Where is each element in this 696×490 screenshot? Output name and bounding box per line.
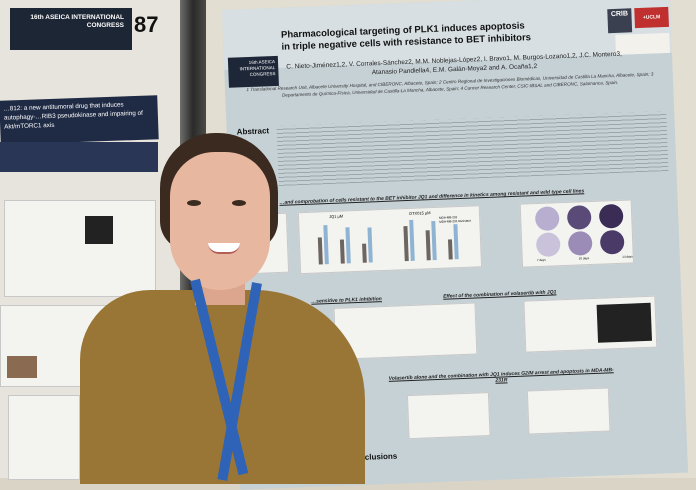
bar — [317, 237, 323, 265]
day-label: 14 days — [622, 254, 633, 259]
right-eye — [232, 200, 246, 206]
bar — [367, 227, 373, 263]
apoptosis-chart — [526, 387, 611, 435]
congress-banner: 16th ASEICA INTERNATIONAL CONGRESS — [10, 8, 132, 50]
smile — [208, 243, 240, 254]
left-poster-authors — [0, 142, 158, 172]
bar — [409, 220, 415, 261]
day-label: 7 days — [536, 257, 546, 263]
mtt-chart-figure: JQ1 µM OTX015 µM MDA-MB-231 MDA-MB-231 R… — [297, 205, 483, 275]
bar — [453, 224, 459, 260]
bar — [425, 230, 431, 261]
left-figure — [8, 395, 80, 480]
poster-number: 87 — [134, 12, 159, 37]
cell-cycle-chart — [406, 392, 491, 440]
bar — [362, 243, 367, 263]
micrograph-image — [7, 356, 37, 378]
bar — [403, 226, 409, 262]
uclm-logo: +UCLM — [634, 6, 669, 29]
colony-well — [534, 206, 560, 232]
blot-image — [85, 216, 113, 244]
section-heading-2-left: …sensitive to PLK1 inhibition — [311, 296, 382, 305]
bar — [431, 220, 437, 261]
bar — [345, 227, 351, 264]
chart2-title: OTX015 µM — [408, 210, 431, 216]
colony-well — [598, 203, 624, 229]
left-poster-title: …812: a new antitumoral drug that induce… — [0, 95, 159, 145]
left-figure — [4, 200, 156, 297]
person-face — [170, 152, 270, 290]
colony-figure: 7 days 10 days 14 days — [519, 199, 635, 268]
colony-well — [599, 229, 625, 255]
combination-figure-b — [523, 295, 658, 353]
section-heading-2-right: Effect of the combination of volasertib … — [443, 289, 557, 300]
abstract-heading: Abstract — [236, 126, 270, 137]
bar — [447, 239, 453, 260]
combination-figure — [333, 302, 478, 360]
section-heading-3: Volasertib alone and the combination wit… — [388, 367, 614, 384]
crib-logo: CRIB — [607, 8, 633, 34]
abstract-text — [276, 111, 669, 186]
colony-well — [535, 232, 561, 258]
left-eye — [187, 200, 201, 206]
day-label: 10 days — [578, 256, 590, 261]
congress-badge: 16th ASEICA INTERNATIONAL CONGRESS — [227, 55, 279, 88]
sphere-images — [596, 302, 653, 343]
chart1-title: JQ1 µM — [328, 213, 344, 220]
colony-well — [566, 204, 592, 230]
bar — [339, 239, 345, 264]
bar — [323, 225, 329, 265]
bar-group — [317, 217, 469, 265]
colony-well — [567, 230, 593, 256]
